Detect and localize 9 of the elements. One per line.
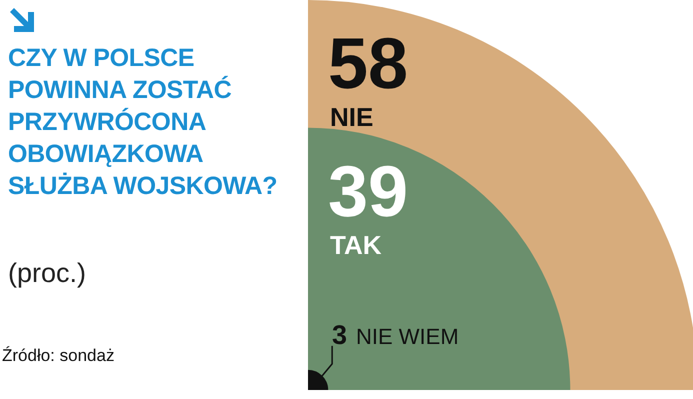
data-label: 58 <box>328 24 408 104</box>
data-label: 3 <box>332 320 348 350</box>
data-label: 39 <box>328 152 408 232</box>
text: Źródło: sondaż <box>2 345 116 367</box>
category-label: NIE WIEM <box>356 324 459 349</box>
text: CZY W POLSCE POWINNA ZOSTAĆ PRZYWRÓCONA OBOWIĄZKOWA SŁUŻBA WOJSKOWA? <box>8 43 278 202</box>
category-label: TAK <box>330 230 382 260</box>
text: (proc.) <box>8 258 86 289</box>
category-label: NIE <box>330 102 374 132</box>
